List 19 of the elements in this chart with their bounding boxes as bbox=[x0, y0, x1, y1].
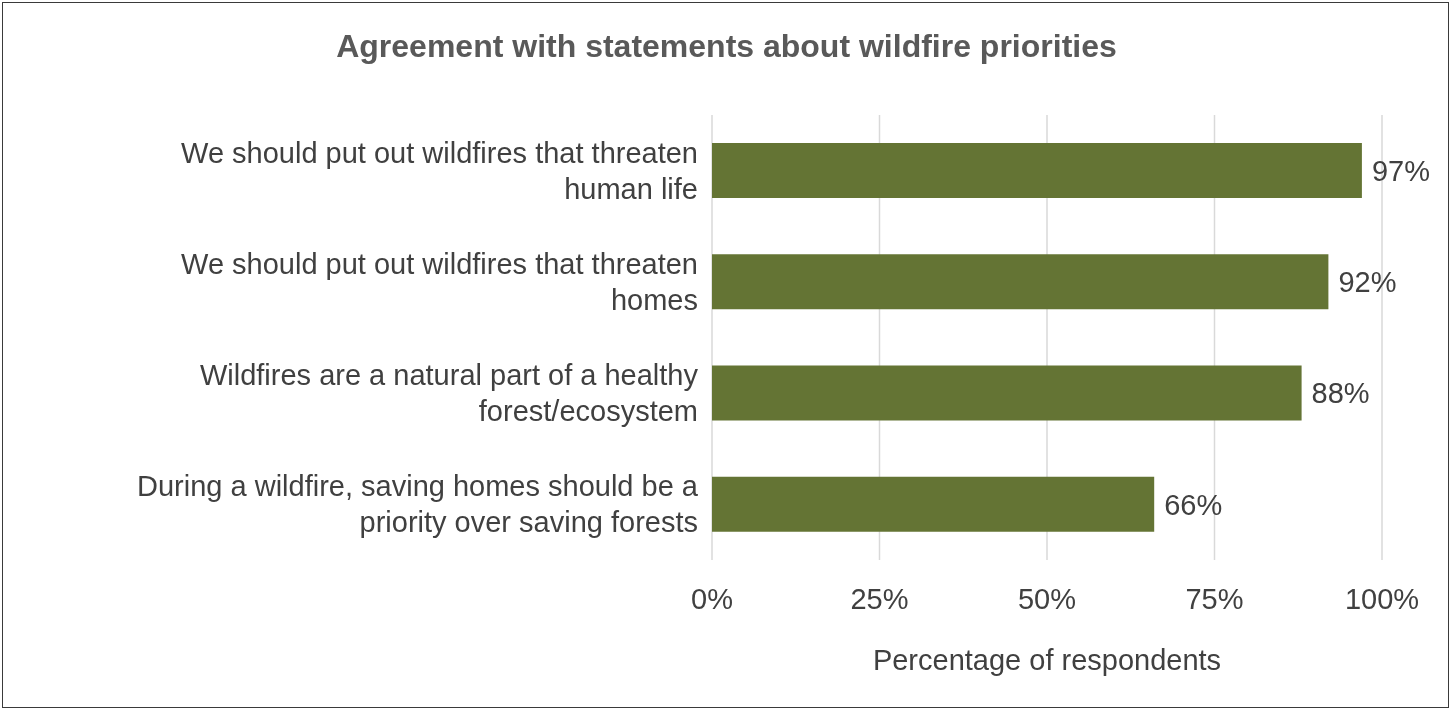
x-tick-label: 0% bbox=[691, 582, 733, 615]
x-tick-label: 50% bbox=[1017, 582, 1077, 615]
bar bbox=[712, 476, 1155, 532]
data-label: 66% bbox=[1164, 488, 1223, 521]
y-tick-label: During a wildfire, saving homes should be a priority over saving forests bbox=[137, 470, 699, 539]
y-tick-label: Wildfires are a natural part of a healthy forest/ecosystem bbox=[199, 359, 699, 428]
bar bbox=[712, 143, 1362, 198]
bar bbox=[712, 254, 1329, 310]
x-axis-title: Percentage of respondents bbox=[871, 644, 1223, 677]
bar bbox=[712, 365, 1302, 421]
x-tick-label: 25% bbox=[850, 582, 909, 615]
x-tick-label: 75% bbox=[1185, 582, 1244, 615]
x-tick-label: 100% bbox=[1344, 582, 1420, 615]
chart-title: Agreement with statements about wildfire priorities bbox=[335, 28, 1118, 65]
data-label: 92% bbox=[1338, 266, 1397, 299]
y-tick-label: We should put out wildfires that threaten homes bbox=[181, 247, 698, 316]
y-tick-label: We should put out wildfires that threaten human life bbox=[181, 136, 698, 205]
data-label: 88% bbox=[1311, 377, 1370, 410]
data-label: 97% bbox=[1371, 154, 1430, 187]
